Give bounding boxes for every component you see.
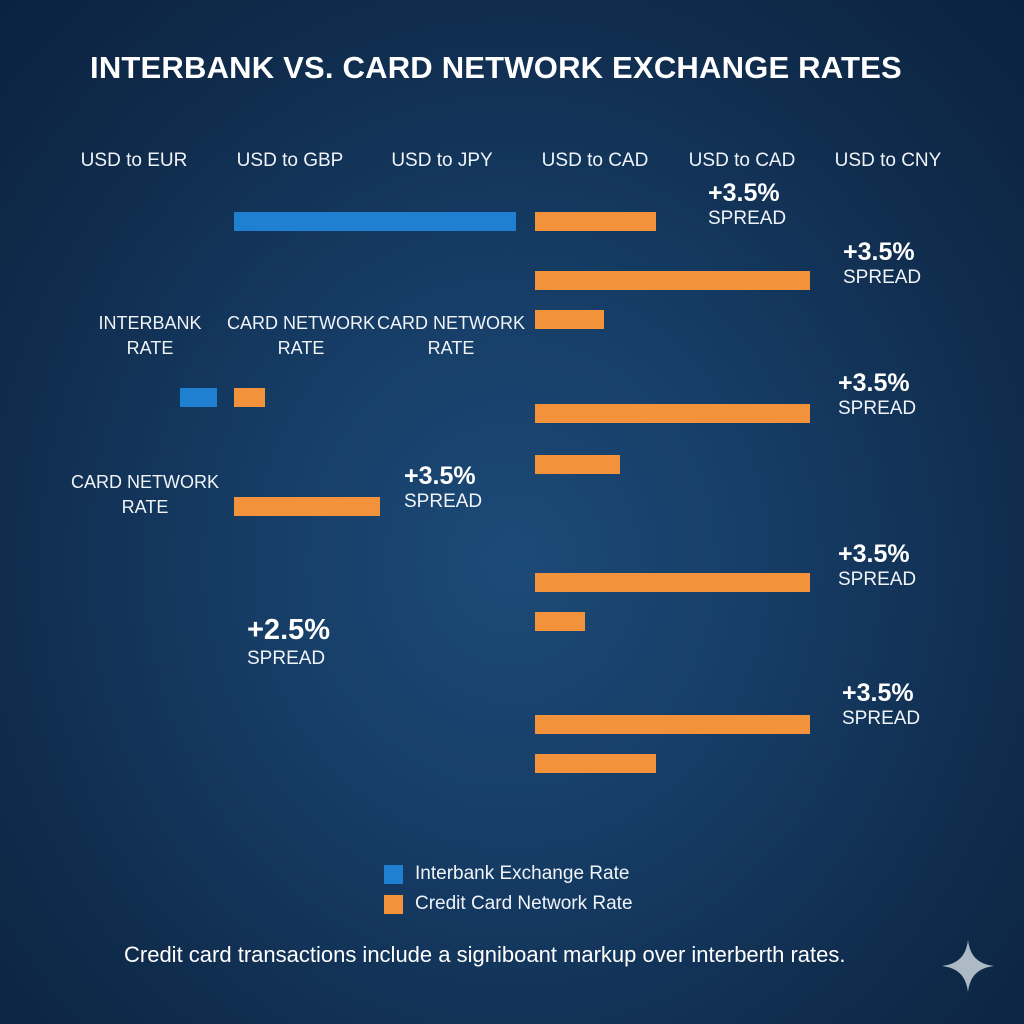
- card-network-rate-bar: [535, 455, 620, 474]
- card-network-rate-label-line1: CARD NETWORK: [227, 313, 375, 333]
- spread-percent: +3.5%: [708, 179, 780, 207]
- spread-word: SPREAD: [404, 491, 483, 512]
- spread-word: SPREAD: [838, 569, 917, 590]
- card-network-rate-label: CARD NETWORK RATE: [227, 311, 375, 361]
- spread-percent: +3.5%: [838, 369, 910, 397]
- sparkle-icon: [942, 940, 994, 992]
- chart-title: INTERBANK VS. CARD NETWORK EXCHANGE RATE…: [90, 50, 902, 85]
- spread-percent: +3.5%: [404, 462, 476, 490]
- card-network-rate-label: CARD NETWORK RATE: [377, 311, 525, 361]
- spread-annotation: +3.5% SPREAD: [838, 369, 916, 421]
- interbank-rate-label-line1: INTERBANK: [98, 313, 202, 333]
- spread-word: SPREAD: [708, 208, 787, 229]
- card-network-rate-bar: [535, 754, 656, 773]
- column-label-usd-gbp: USD to GBP: [236, 150, 344, 171]
- card-network-rate-label-line2: RATE: [121, 497, 169, 517]
- spread-annotation: +2.5% SPREAD: [247, 613, 330, 671]
- legend-swatch-card: [384, 894, 403, 914]
- column-label-usd-jpy: USD to JPY: [391, 150, 493, 171]
- spread-word: SPREAD: [842, 708, 921, 729]
- card-network-rate-bar: [535, 404, 810, 423]
- legend-label-interbank: Interbank Exchange Rate: [415, 863, 630, 884]
- spread-word: SPREAD: [838, 398, 917, 419]
- legend-label-card: Credit Card Network Rate: [415, 893, 633, 914]
- card-network-rate-label-line2: RATE: [427, 338, 475, 358]
- spread-annotation: +3.5% SPREAD: [838, 540, 916, 592]
- spread-annotation: +3.5% SPREAD: [404, 462, 482, 514]
- card-network-rate-label-line2: RATE: [277, 338, 325, 358]
- card-network-rate-label: CARD NETWORK RATE: [71, 470, 219, 520]
- card-network-rate-bar: [535, 310, 604, 329]
- spread-annotation: +3.5% SPREAD: [708, 179, 786, 231]
- spread-percent: +3.5%: [838, 540, 910, 568]
- spread-percent: +2.5%: [247, 614, 331, 646]
- spread-word: SPREAD: [247, 648, 326, 669]
- spread-percent: +3.5%: [843, 238, 915, 266]
- card-network-rate-label-line1: CARD NETWORK: [71, 472, 219, 492]
- interbank-rate-label: INTERBANK RATE: [98, 311, 201, 361]
- card-network-rate-bar: [234, 497, 380, 516]
- interbank-rate-bar: [180, 388, 217, 407]
- column-label-usd-eur: USD to EUR: [80, 150, 188, 171]
- interbank-rate-bar: [234, 212, 516, 231]
- card-network-rate-bar: [535, 271, 810, 290]
- spread-annotation: +3.5% SPREAD: [842, 679, 920, 731]
- legend-item-interbank: Interbank Exchange Rate: [384, 863, 629, 885]
- column-label-usd-cad-2: USD to CAD: [688, 150, 796, 171]
- card-network-rate-bar: [234, 388, 265, 407]
- column-label-usd-cad: USD to CAD: [541, 150, 649, 171]
- card-network-rate-bar: [535, 212, 656, 231]
- column-label-usd-cny: USD to CNY: [834, 150, 942, 171]
- spread-word: SPREAD: [843, 267, 922, 288]
- card-network-rate-bar: [535, 612, 585, 631]
- legend-item-card: Credit Card Network Rate: [384, 893, 633, 915]
- footer-note: Credit card transactions include a signi…: [124, 942, 846, 967]
- spread-annotation: +3.5% SPREAD: [843, 238, 921, 290]
- card-network-rate-bar: [535, 573, 810, 592]
- card-network-rate-bar: [535, 715, 810, 734]
- spread-percent: +3.5%: [842, 679, 914, 707]
- legend-swatch-interbank: [384, 864, 403, 884]
- card-network-rate-label-line1: CARD NETWORK: [377, 313, 525, 333]
- interbank-rate-label-line2: RATE: [126, 338, 174, 358]
